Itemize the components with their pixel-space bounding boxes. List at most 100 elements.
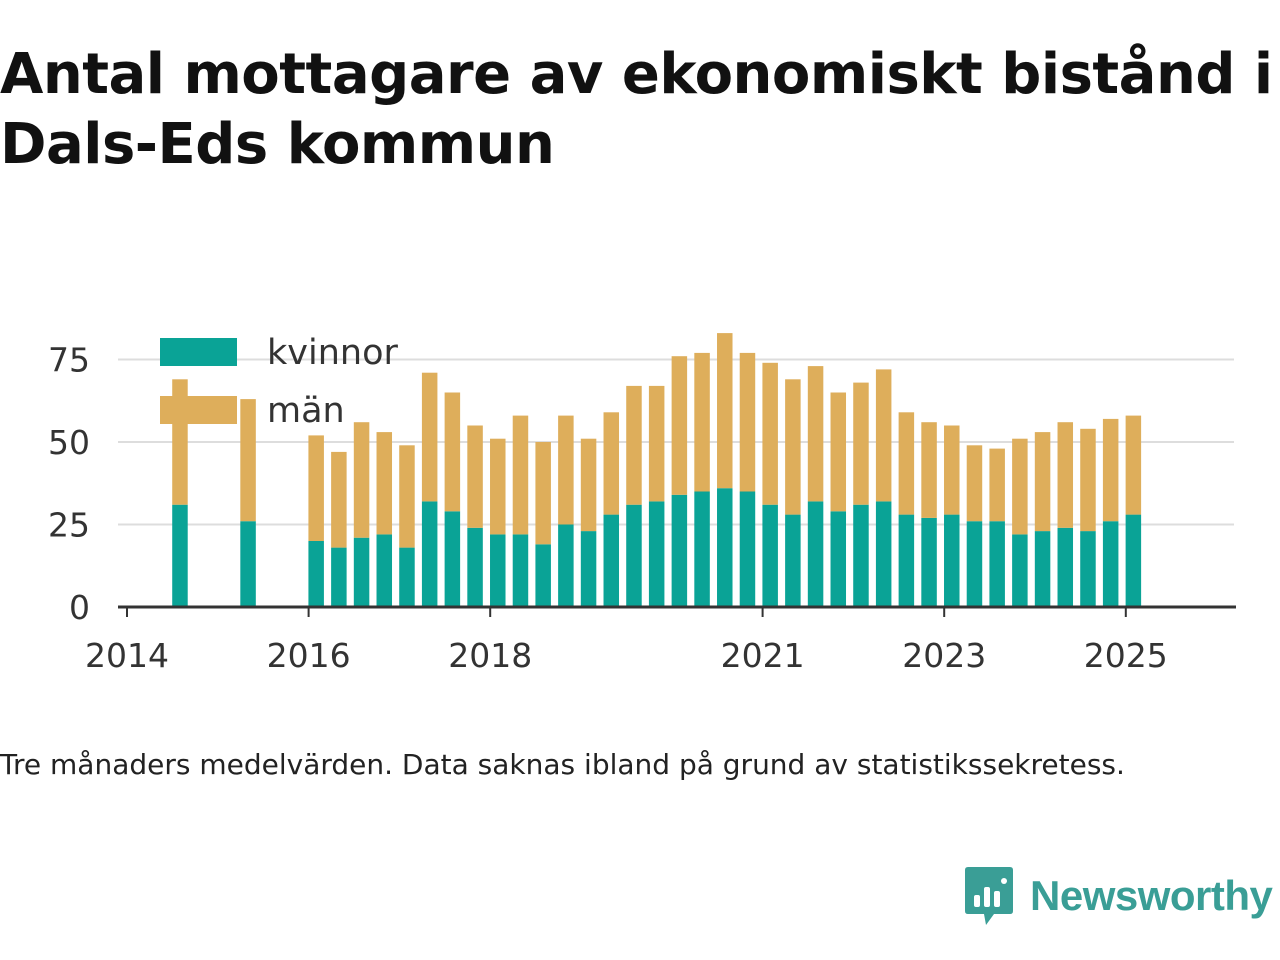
bar-man	[966, 445, 983, 522]
bar-kvinnor	[717, 488, 733, 607]
bar-man	[944, 425, 960, 515]
bar-man	[421, 372, 438, 502]
bar-man	[331, 451, 347, 548]
bar-man	[1102, 418, 1119, 522]
bar-kvinnor	[399, 547, 415, 607]
brand: Newsworthy	[964, 864, 1273, 928]
brand-name: Newsworthy	[1030, 872, 1273, 919]
bar-man	[399, 445, 415, 548]
bar-man	[1034, 432, 1051, 532]
bar-man	[921, 422, 937, 518]
chart-caption: Tre månaders medelvärden. Data saknas ib…	[0, 748, 1125, 781]
bar-kvinnor	[1034, 531, 1051, 607]
legend-label-kvinnor: kvinnor	[267, 333, 398, 373]
bar-kvinnor	[467, 527, 483, 607]
bar-kvinnor	[421, 501, 438, 607]
y-tick-label-50: 50	[48, 423, 90, 462]
bar-kvinnor	[603, 514, 620, 607]
bar-man	[1012, 438, 1028, 535]
bar-kvinnor	[331, 547, 347, 607]
bar-kvinnor	[353, 537, 370, 607]
bar-man	[490, 438, 506, 535]
bar-kvinnor	[1057, 527, 1074, 607]
bar-man	[807, 366, 824, 502]
bar-kvinnor	[1080, 531, 1096, 607]
y-tick-label-25: 25	[48, 506, 90, 545]
bar-kvinnor	[762, 504, 778, 607]
bar-kvinnor	[875, 501, 892, 607]
chart-title: Antal mottagare av ekonomiskt bistånd i …	[0, 42, 1273, 177]
bar-man	[1125, 415, 1142, 515]
x-tick-label-2018: 2018	[448, 636, 532, 675]
x-tick-label-2014: 2014	[85, 636, 169, 675]
bar-kvinnor	[785, 514, 801, 607]
bar-kvinnor	[830, 511, 847, 607]
bar-man	[353, 422, 370, 538]
bar-kvinnor	[172, 504, 188, 607]
newsworthy-logo-icon	[965, 867, 1013, 925]
bar-man	[444, 392, 461, 512]
bar-man	[1080, 428, 1096, 532]
x-tick-label-2021: 2021	[721, 636, 805, 675]
bar-kvinnor	[807, 501, 824, 607]
bar-kvinnor	[444, 511, 461, 607]
legend-swatch-man	[160, 396, 237, 424]
y-tick-label-75: 75	[48, 341, 90, 380]
legend-swatch-kvinnor	[160, 338, 237, 366]
bar-kvinnor	[966, 521, 983, 607]
bar-man	[308, 435, 324, 541]
bars	[172, 333, 1142, 607]
bar-man	[762, 362, 778, 505]
bar-kvinnor	[1102, 521, 1119, 607]
x-tick-label-2016: 2016	[267, 636, 351, 675]
bar-kvinnor	[671, 494, 688, 607]
bar-kvinnor	[898, 514, 915, 607]
bar-kvinnor	[1125, 514, 1142, 607]
bar-man	[989, 448, 1005, 522]
bar-kvinnor	[739, 491, 756, 607]
bar-man	[830, 392, 847, 512]
bar-man	[853, 382, 869, 505]
bar-kvinnor	[512, 534, 529, 607]
bar-kvinnor	[921, 517, 937, 607]
bar-man	[717, 333, 733, 489]
y-tick-label-0: 0	[69, 588, 90, 627]
bar-man	[240, 399, 256, 522]
bar-kvinnor	[240, 521, 256, 607]
bar-man	[694, 352, 710, 492]
bar-kvinnor	[944, 514, 960, 607]
bar-man	[535, 442, 551, 545]
bar-kvinnor	[490, 534, 506, 607]
bar-man	[580, 438, 597, 532]
bar-kvinnor	[853, 504, 869, 607]
bar-man	[467, 425, 483, 528]
bar-man	[785, 379, 801, 515]
bar-man	[558, 415, 574, 525]
bar-man	[898, 412, 915, 515]
bar-man	[875, 369, 892, 502]
bar-man	[626, 385, 642, 505]
bar-man	[1057, 422, 1074, 528]
bar-kvinnor	[558, 524, 574, 607]
bar-man	[671, 356, 688, 495]
x-tick-label-2023: 2023	[902, 636, 986, 675]
stacked-bar-chart: 0 25 50 75 2014 2016 2018 2021 2023 2025 kvinnor…	[48, 333, 1236, 675]
bar-kvinnor	[580, 531, 597, 607]
bar-man	[376, 432, 393, 535]
legend: kvinnor män	[160, 333, 398, 431]
bar-man	[739, 352, 756, 492]
legend-label-man: män	[267, 391, 345, 431]
bar-kvinnor	[648, 501, 665, 607]
bar-man	[648, 385, 665, 502]
bar-kvinnor	[694, 491, 710, 607]
axes: 2014 2016 2018 2021 2023 2025	[85, 605, 1236, 675]
bar-kvinnor	[535, 544, 551, 607]
bar-man	[512, 415, 529, 535]
bar-kvinnor	[989, 521, 1005, 607]
bar-man	[603, 412, 620, 515]
bar-kvinnor	[1012, 534, 1028, 607]
bar-kvinnor	[376, 534, 393, 607]
x-tick-label-2025: 2025	[1084, 636, 1168, 675]
bar-kvinnor	[308, 541, 324, 607]
bar-kvinnor	[626, 504, 642, 607]
